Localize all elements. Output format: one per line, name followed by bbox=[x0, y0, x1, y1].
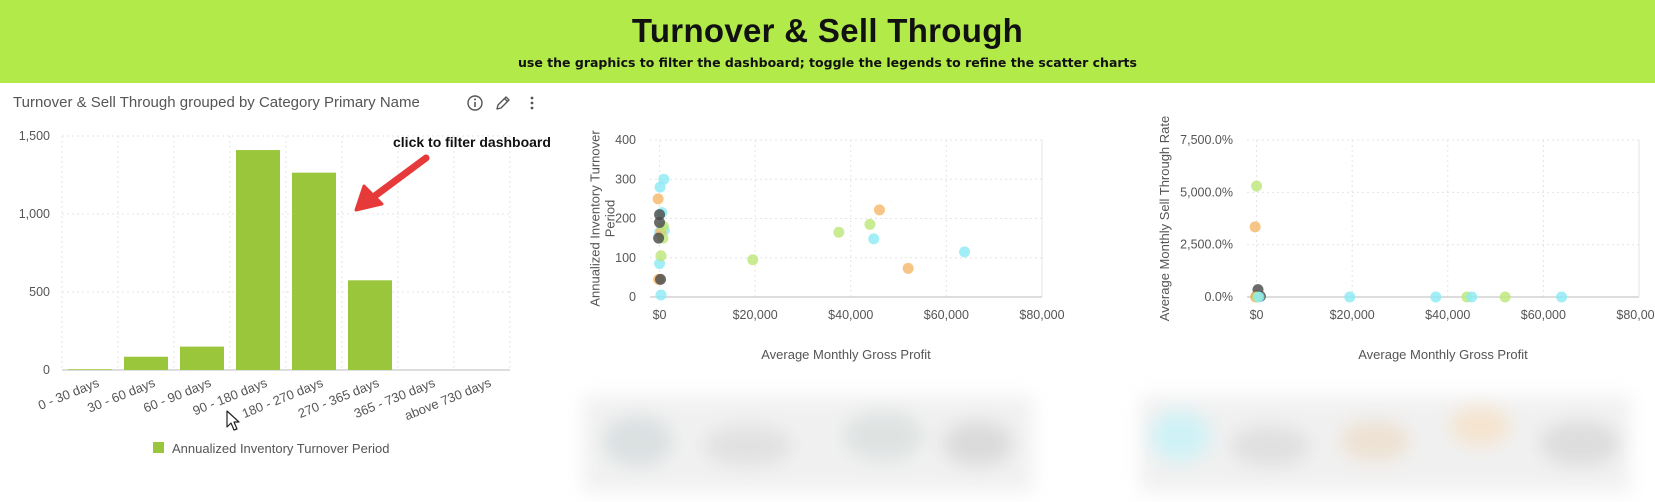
scatter-point[interactable] bbox=[1249, 221, 1261, 233]
scatter-x-axis-title: Average Monthly Gross Profit bbox=[761, 347, 931, 362]
scatter-point[interactable] bbox=[1251, 180, 1263, 192]
scatter-point[interactable] bbox=[833, 226, 845, 238]
legend-swatch[interactable] bbox=[153, 442, 164, 453]
scatter-point[interactable] bbox=[653, 232, 665, 244]
scatter-y-tick-label: 5,000.0% bbox=[1180, 185, 1233, 199]
scatter-x-tick-label: $0 bbox=[1250, 308, 1264, 322]
bar-5[interactable] bbox=[348, 280, 392, 370]
scatter-point[interactable] bbox=[655, 250, 667, 262]
bar-chart-grid bbox=[61, 135, 511, 371]
bar-1[interactable] bbox=[124, 356, 168, 370]
annotation-text: click to filter dashboard bbox=[393, 134, 551, 150]
scatter-point[interactable] bbox=[654, 209, 666, 221]
scatter-point[interactable] bbox=[873, 204, 885, 216]
scatter-point[interactable] bbox=[1344, 291, 1356, 303]
scatter-x-tick-label: $80,000 bbox=[1019, 308, 1064, 322]
legend-label[interactable]: Annualized Inventory Turnover Period bbox=[172, 441, 390, 456]
scatter-point[interactable] bbox=[1556, 291, 1568, 303]
scatter-x-tick-label: $20,000 bbox=[1330, 308, 1375, 322]
bar-0[interactable] bbox=[68, 369, 112, 370]
scatter-y-tick-label: 400 bbox=[615, 133, 636, 147]
scatter-x-tick-label: $20,000 bbox=[733, 308, 778, 322]
scatter-point[interactable] bbox=[654, 181, 666, 193]
scatter-x-tick-label: $0 bbox=[653, 308, 667, 322]
scatter-grid bbox=[1247, 139, 1640, 298]
scatter-point[interactable] bbox=[747, 254, 759, 266]
scatter-point[interactable] bbox=[868, 233, 880, 245]
bar-chart-bars[interactable] bbox=[68, 150, 392, 370]
scatter-y-axis-title: Average Monthly Sell Through Rate bbox=[1157, 116, 1172, 321]
widget-title: Turnover & Sell Through grouped by Categ… bbox=[13, 94, 420, 111]
scatter-point[interactable] bbox=[654, 216, 666, 228]
scatter-y-tick-label: 2,500.0% bbox=[1180, 238, 1233, 252]
bar-2[interactable] bbox=[180, 346, 224, 370]
scatter-y-axis-title: Annualized Inventory TurnoverPeriod bbox=[587, 130, 617, 307]
scatter-points[interactable] bbox=[1249, 180, 1568, 303]
scatter-point[interactable] bbox=[652, 193, 664, 205]
scatter-point[interactable] bbox=[959, 246, 971, 258]
scatter-y-tick-label: 200 bbox=[615, 212, 636, 226]
scatter-point[interactable] bbox=[655, 289, 667, 301]
bar-chart-y-ticks: 0 500 1,000 1,500 bbox=[19, 129, 50, 377]
dashboard-title: Turnover & Sell Through bbox=[631, 12, 1024, 49]
widget-header: Turnover & Sell Through grouped by Categ… bbox=[0, 86, 560, 118]
dashboard-subtitle: use the graphics to filter the dashboard… bbox=[518, 55, 1137, 70]
bar-y-tick-label: 500 bbox=[29, 285, 50, 299]
scatter-y-tick-label: 7,500.0% bbox=[1180, 133, 1233, 147]
scatter-y-tick-label: 100 bbox=[615, 251, 636, 265]
scatter-legend-blurred-1 bbox=[583, 396, 1033, 492]
scatter-point[interactable] bbox=[1430, 291, 1442, 303]
scatter-point[interactable] bbox=[864, 218, 876, 230]
bar-y-tick-label: 0 bbox=[43, 363, 50, 377]
scatter-x-tick-label: $80,000 bbox=[1616, 308, 1655, 322]
scatter-chart-turnover[interactable]: 0 100 200 300 400 $0 $20,000 $40,000 $60,000 $80,… bbox=[570, 120, 1110, 400]
annotation-arrow bbox=[354, 154, 430, 212]
bar-4[interactable] bbox=[292, 172, 336, 370]
bar-y-tick-label: 1,500 bbox=[19, 129, 50, 143]
scatter-y-tick-label: 0 bbox=[629, 290, 636, 304]
bar-y-tick-label: 1,000 bbox=[19, 207, 50, 221]
scatter-chart-sell-through[interactable]: 0.0% 2,500.0% 5,000.0% 7,500.0% $0 $20,000 $40… bbox=[1130, 116, 1655, 400]
scatter-point[interactable] bbox=[1499, 291, 1511, 303]
scatter-grid bbox=[650, 139, 1043, 298]
scatter-x-tick-label: $40,000 bbox=[828, 308, 873, 322]
mouse-cursor-icon bbox=[226, 410, 240, 431]
scatter-legend-blurred-2 bbox=[1140, 396, 1630, 492]
scatter-x-tick-label: $60,000 bbox=[924, 308, 969, 322]
scatter-y-tick-label: 300 bbox=[615, 172, 636, 186]
scatter-point[interactable] bbox=[1466, 291, 1478, 303]
scatter-points[interactable] bbox=[652, 173, 971, 301]
edit-pencil-icon[interactable] bbox=[494, 94, 512, 112]
scatter-point[interactable] bbox=[1253, 291, 1265, 303]
scatter-y-axis-title-line: Annualized Inventory Turnover bbox=[587, 130, 602, 307]
dashboard-banner: Turnover & Sell Through use the graphics… bbox=[0, 0, 1655, 83]
more-vertical-icon[interactable] bbox=[523, 94, 541, 112]
scatter-point[interactable] bbox=[902, 262, 914, 274]
scatter-x-tick-label: $60,000 bbox=[1521, 308, 1566, 322]
scatter-x-axis-title: Average Monthly Gross Profit bbox=[1358, 347, 1528, 362]
bar-chart-legend[interactable]: Annualized Inventory Turnover Period bbox=[153, 441, 390, 456]
info-icon[interactable] bbox=[466, 94, 484, 112]
scatter-x-tick-label: $40,000 bbox=[1425, 308, 1470, 322]
scatter-y-axis-title-line: Period bbox=[602, 200, 617, 238]
scatter-y-tick-label: 0.0% bbox=[1205, 290, 1234, 304]
bar-3[interactable] bbox=[236, 150, 280, 370]
scatter-point[interactable] bbox=[655, 273, 667, 285]
